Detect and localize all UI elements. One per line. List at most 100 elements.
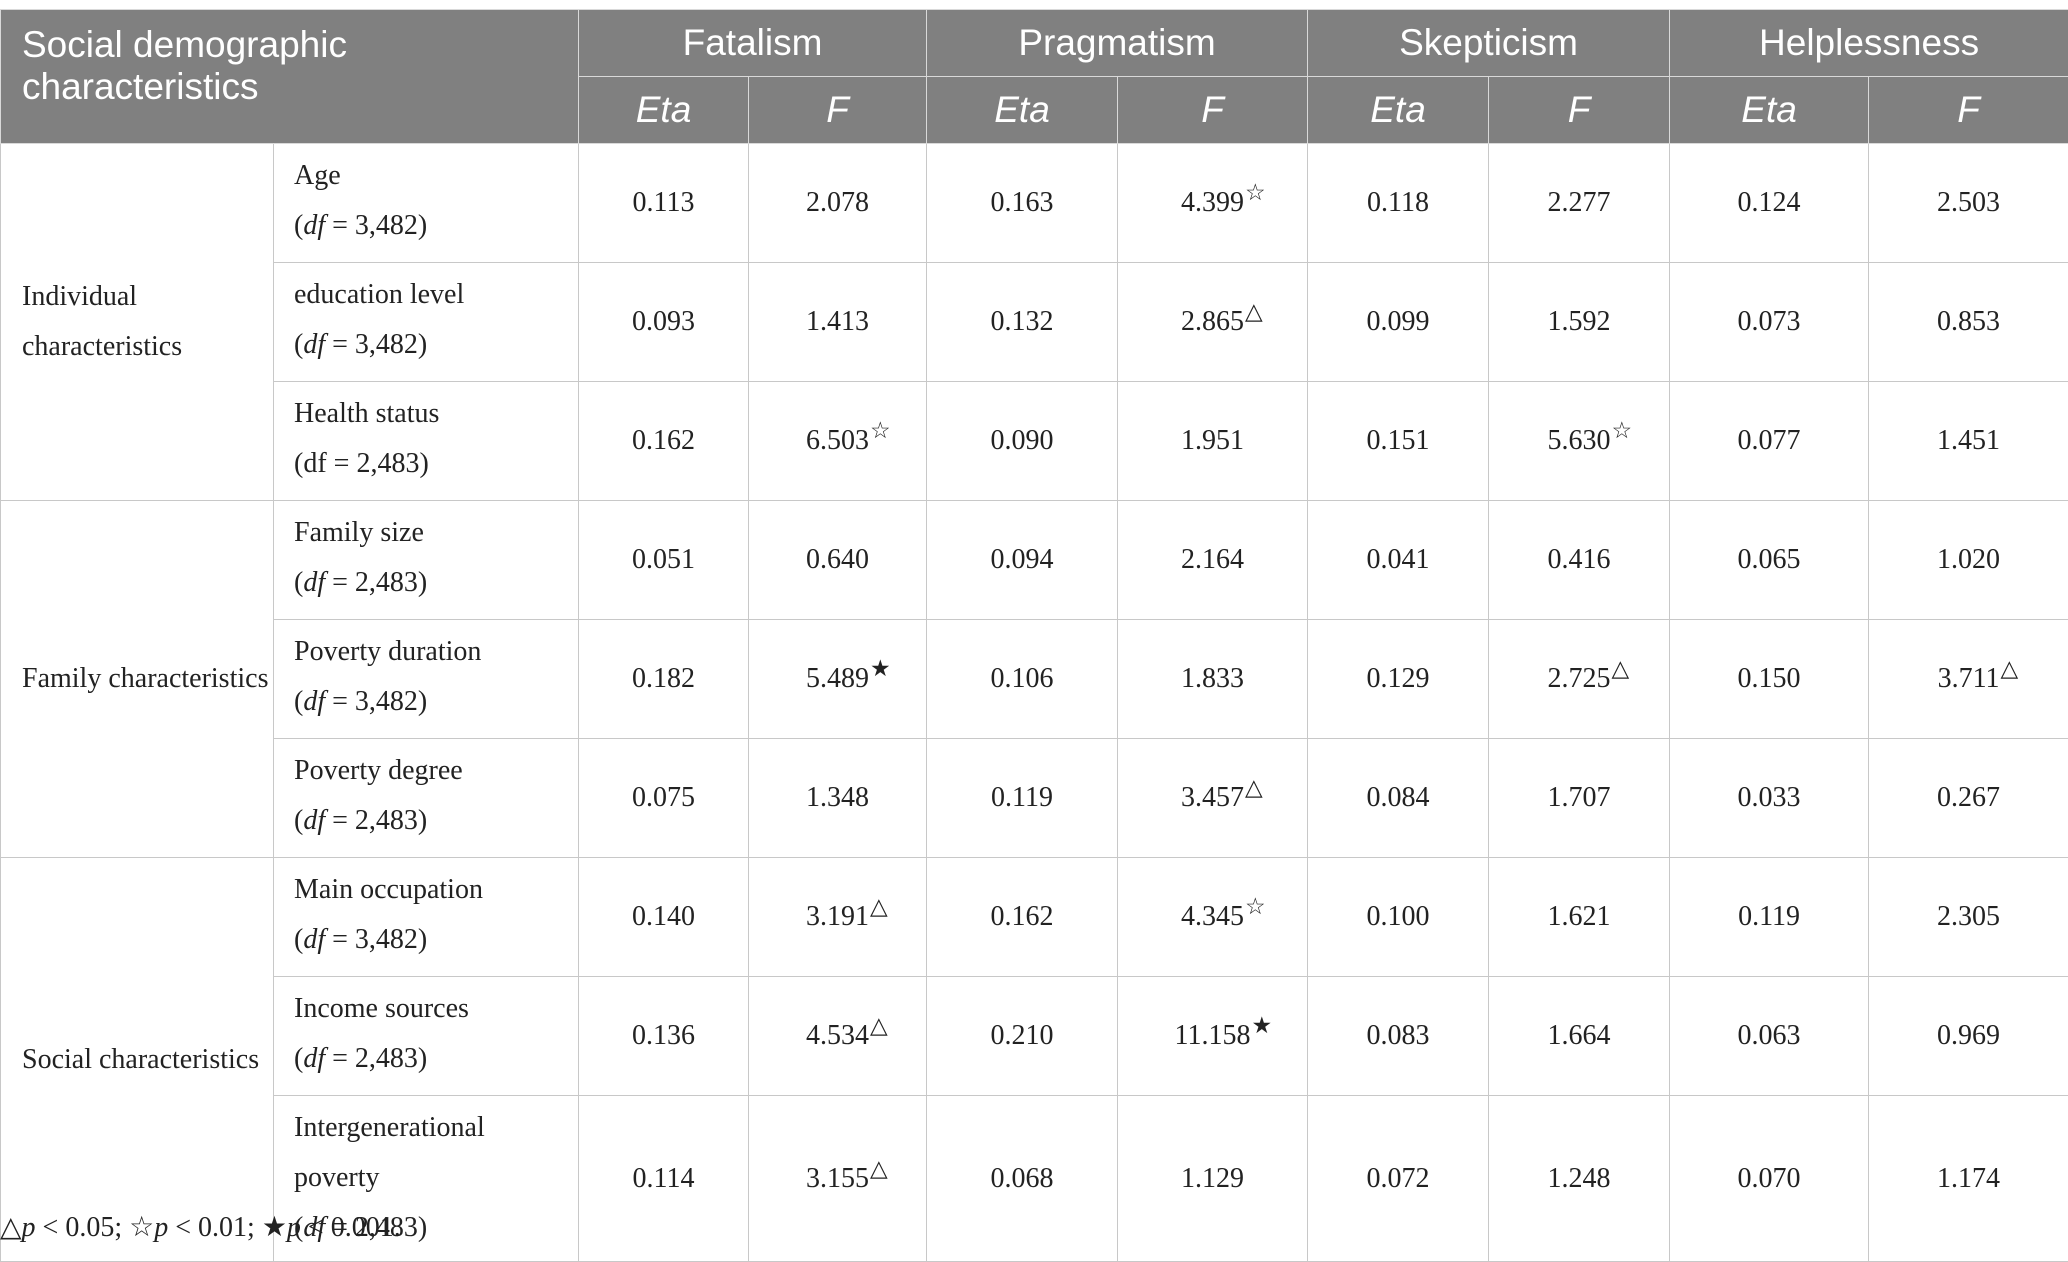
value-cell: 2.277 [1489,144,1670,263]
table-row: Income sources(df = 2,483) 0.136 4.534△ … [1,977,2068,1096]
header-f: F [1489,77,1670,144]
value-cell: 4.399☆ [1118,144,1308,263]
value-cell: 0.118 [1308,144,1489,263]
value-cell: 2.503 [1869,144,2068,263]
value-cell: 0.077 [1670,382,1869,501]
variable-cell: Family size(df = 2,483) [274,501,579,620]
value-cell: 4.534△ [749,977,927,1096]
value-cell: 0.416 [1489,501,1670,620]
header-pragmatism: Pragmatism [927,10,1308,77]
value-cell: 0.041 [1308,501,1489,620]
value-cell: 1.951 [1118,382,1308,501]
header-eta: Eta [927,77,1118,144]
header-skepticism: Skepticism [1308,10,1670,77]
table-row: education level(df = 3,482) 0.093 1.413 … [1,263,2068,382]
value-cell: 2.164 [1118,501,1308,620]
value-cell: 0.182 [579,620,749,739]
value-cell: 0.100 [1308,858,1489,977]
table-row: Health status(df = 2,483) 0.162 6.503☆ 0… [1,382,2068,501]
table-row: Individual characteristics Age(df = 3,48… [1,144,2068,263]
variable-cell: Main occupation(df = 3,482) [274,858,579,977]
table-row: Family characteristics Family size(df = … [1,501,2068,620]
value-cell: 2.078 [749,144,927,263]
value-cell: 0.033 [1670,739,1869,858]
value-cell: 0.136 [579,977,749,1096]
value-cell: 0.083 [1308,977,1489,1096]
value-cell: 0.065 [1670,501,1869,620]
value-cell: 1.592 [1489,263,1670,382]
value-cell: 1.248 [1489,1096,1670,1262]
value-cell: 2.725△ [1489,620,1670,739]
value-cell: 3.711△ [1869,620,2068,739]
value-cell: 0.106 [927,620,1118,739]
value-cell: 0.129 [1308,620,1489,739]
value-cell: 0.093 [579,263,749,382]
value-cell: 0.070 [1670,1096,1869,1262]
header-helplessness: Helplessness [1670,10,2068,77]
category-social: Social characteristics [1,858,274,1262]
value-cell: 0.853 [1869,263,2068,382]
variable-cell: Poverty degree(df = 2,483) [274,739,579,858]
value-cell: 0.072 [1308,1096,1489,1262]
value-cell: 0.162 [579,382,749,501]
category-individual: Individual characteristics [1,144,274,501]
header-f: F [1869,77,2068,144]
value-cell: 0.075 [579,739,749,858]
value-cell: 3.457△ [1118,739,1308,858]
value-cell: 5.489★ [749,620,927,739]
variable-cell: education level(df = 3,482) [274,263,579,382]
variable-cell: Age(df = 3,482) [274,144,579,263]
value-cell: 1.621 [1489,858,1670,977]
value-cell: 0.113 [579,144,749,263]
variable-cell: Income sources(df = 2,483) [274,977,579,1096]
value-cell: 0.119 [1670,858,1869,977]
table-footnote: △p < 0.05; ☆p < 0.01; ★p < 0.001. [0,1210,401,1244]
value-cell: 0.099 [1308,263,1489,382]
header-eta: Eta [579,77,749,144]
table-row: Poverty duration(df = 3,482) 0.182 5.489… [1,620,2068,739]
value-cell: 0.090 [927,382,1118,501]
value-cell: 1.664 [1489,977,1670,1096]
category-family: Family characteristics [1,501,274,858]
value-cell: 1.413 [749,263,927,382]
header-f: F [1118,77,1308,144]
value-cell: 0.073 [1670,263,1869,382]
header-eta: Eta [1308,77,1489,144]
value-cell: 0.132 [927,263,1118,382]
value-cell: 0.150 [1670,620,1869,739]
value-cell: 5.630☆ [1489,382,1670,501]
value-cell: 0.267 [1869,739,2068,858]
value-cell: 0.210 [927,977,1118,1096]
table-row: Social characteristics Main occupation(d… [1,858,2068,977]
value-cell: 0.124 [1670,144,1869,263]
statistics-table: Social demographic characteristics Fatal… [0,9,2068,1262]
table-row: Poverty degree(df = 2,483) 0.075 1.348 0… [1,739,2068,858]
value-cell: 0.969 [1869,977,2068,1096]
value-cell: 4.345☆ [1118,858,1308,977]
value-cell: 0.114 [579,1096,749,1262]
value-cell: 2.305 [1869,858,2068,977]
header-corner: Social demographic characteristics [1,10,579,144]
value-cell: 0.051 [579,501,749,620]
value-cell: 1.833 [1118,620,1308,739]
value-cell: 1.174 [1869,1096,2068,1262]
value-cell: 0.068 [927,1096,1118,1262]
value-cell: 11.158★ [1118,977,1308,1096]
value-cell: 6.503☆ [749,382,927,501]
value-cell: 1.348 [749,739,927,858]
value-cell: 0.094 [927,501,1118,620]
value-cell: 1.020 [1869,501,2068,620]
value-cell: 0.119 [927,739,1118,858]
header-fatalism: Fatalism [579,10,927,77]
value-cell: 2.865△ [1118,263,1308,382]
header-f: F [749,77,927,144]
value-cell: 0.640 [749,501,927,620]
value-cell: 0.063 [1670,977,1869,1096]
value-cell: 3.191△ [749,858,927,977]
value-cell: 0.163 [927,144,1118,263]
header-row-groups: Social demographic characteristics Fatal… [1,10,2068,77]
value-cell: 0.162 [927,858,1118,977]
value-cell: 0.084 [1308,739,1489,858]
value-cell: 1.707 [1489,739,1670,858]
value-cell: 3.155△ [749,1096,927,1262]
